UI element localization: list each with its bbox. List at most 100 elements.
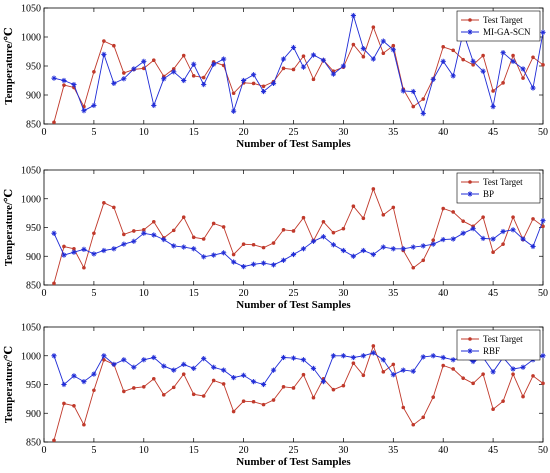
data-point (141, 58, 147, 64)
data-point (231, 108, 237, 114)
data-point (101, 353, 107, 359)
data-point (221, 250, 227, 256)
x-axis-label: Number of Test Samples (236, 138, 351, 150)
data-point (531, 374, 535, 378)
data-point (300, 357, 307, 363)
data-point (461, 57, 465, 62)
data-point (330, 353, 337, 359)
y-tick-label: 850 (26, 438, 41, 449)
y-axis-label: Temperature/℃ (3, 27, 15, 104)
legend-box (456, 172, 541, 204)
data-point (481, 372, 485, 376)
data-point (92, 388, 96, 393)
legend-swatch-marker (467, 29, 473, 35)
x-tick-label: 15 (189, 127, 199, 138)
y-tick-label: 1050 (21, 166, 41, 177)
data-point (270, 80, 277, 86)
data-point (221, 367, 227, 373)
data-point (441, 363, 446, 368)
data-point (241, 77, 247, 84)
data-point (381, 213, 386, 217)
x-tick-label: 25 (289, 288, 299, 299)
data-point (351, 204, 356, 209)
data-point (142, 66, 146, 71)
data-point (280, 257, 287, 263)
y-tick-label: 900 (26, 91, 41, 102)
x-tick-label: 0 (42, 445, 47, 456)
legend-swatch-marker (467, 348, 473, 354)
data-point (241, 264, 247, 270)
data-point (132, 386, 136, 390)
data-point (231, 91, 236, 96)
x-tick-label: 10 (139, 445, 149, 456)
chart-panel-1: 0 5 10 15 20 25 30 35 40 45 50 850 900 950 1000 1050 Num… (3, 4, 548, 151)
data-point (471, 381, 475, 386)
data-point (370, 350, 376, 356)
x-tick-label: 25 (289, 127, 299, 138)
data-point (112, 205, 116, 210)
data-point (291, 229, 296, 233)
data-point (72, 403, 76, 408)
data-point (91, 102, 97, 109)
data-point (371, 187, 376, 191)
chart-panel-2: 0 5 10 15 20 25 30 35 40 45 50 850 900 950 1000 1050 Num… (3, 166, 548, 312)
data-point (301, 372, 306, 377)
data-point (350, 12, 356, 19)
x-tick-label: 35 (388, 445, 398, 456)
data-point (501, 399, 505, 403)
x-tick-label: 40 (438, 288, 448, 299)
data-point (511, 215, 515, 219)
data-point (440, 354, 446, 361)
data-point (201, 75, 206, 80)
data-point (142, 385, 146, 389)
data-point (531, 55, 535, 60)
data-point (521, 76, 525, 80)
data-point (71, 373, 77, 379)
data-point (310, 365, 317, 371)
legend-entry: Test Target (483, 334, 523, 344)
data-point (440, 236, 446, 243)
data-point (540, 218, 546, 224)
data-point (261, 402, 266, 407)
data-point (310, 52, 317, 58)
data-point (470, 58, 476, 64)
data-point (161, 236, 167, 243)
y-axis-label: Temperature/℃ (3, 189, 15, 266)
data-point (391, 43, 396, 48)
data-point (61, 77, 67, 84)
data-point (420, 110, 426, 117)
data-point (340, 63, 346, 69)
data-point (161, 76, 167, 82)
data-point (500, 228, 506, 235)
y-tick-label: 900 (26, 409, 41, 420)
data-point (430, 241, 436, 247)
data-point (451, 48, 455, 53)
data-point (530, 243, 536, 250)
data-point (481, 53, 485, 58)
data-point (291, 67, 296, 72)
data-point (111, 80, 117, 86)
data-point (361, 216, 366, 221)
data-point (361, 373, 366, 378)
data-point (250, 379, 257, 385)
data-point (121, 76, 127, 82)
data-point (510, 366, 516, 372)
data-point (51, 230, 57, 236)
data-point (290, 251, 297, 258)
data-point (121, 241, 127, 247)
data-point (201, 81, 207, 88)
data-point (270, 367, 277, 373)
data-point (351, 361, 356, 366)
data-point (541, 381, 545, 386)
data-point (510, 227, 516, 233)
data-point (142, 228, 146, 232)
series-1 (52, 344, 545, 443)
y-tick-label: 850 (26, 120, 41, 131)
data-point (511, 53, 515, 58)
x-tick-label: 10 (139, 127, 149, 138)
data-point (201, 254, 207, 260)
series-1 (52, 187, 545, 286)
x-tick-label: 50 (538, 127, 548, 138)
y-tick-label: 950 (26, 223, 41, 234)
x-tick-label: 0 (42, 288, 47, 299)
